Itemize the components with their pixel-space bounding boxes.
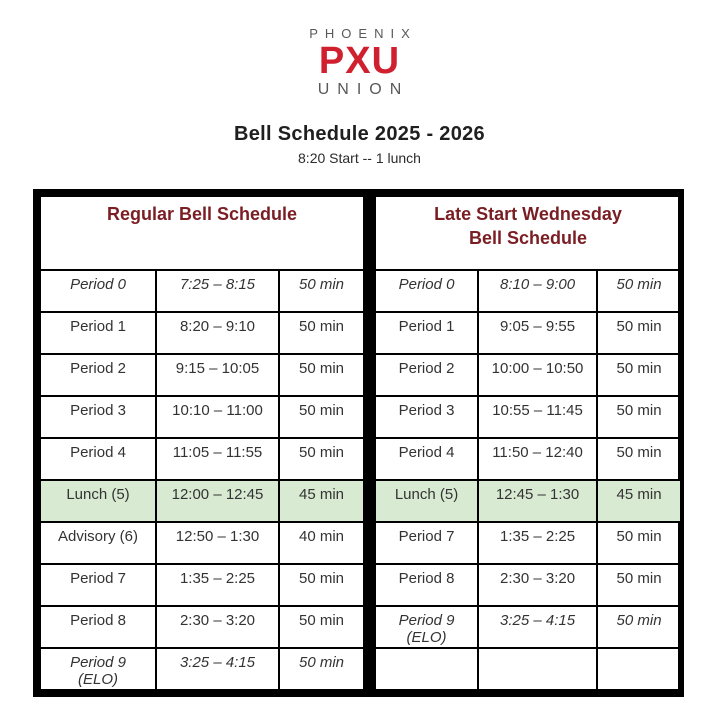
- schedule-row: Period 7 1:35 – 2:25 50 min: [374, 521, 683, 566]
- empty-row: [374, 647, 683, 692]
- pxu-logo: PHOENIX PXU UNION: [0, 0, 719, 98]
- time-cell: 2:30 – 3:20: [477, 563, 599, 608]
- time-cell: 2:30 – 3:20: [155, 605, 280, 650]
- duration-cell: 50 min: [596, 563, 683, 608]
- duration-cell: 50 min: [596, 395, 683, 440]
- schedule-row: Period 2 9:15 – 10:05 50 min: [39, 353, 366, 398]
- duration-cell: 50 min: [277, 353, 366, 398]
- duration-cell: 50 min: [277, 647, 366, 692]
- bell-schedule-tables: Regular Bell Schedule Period 0 7:25 – 8:1…: [33, 189, 684, 698]
- duration-cell: 50 min: [596, 311, 683, 356]
- schedule-row: Period 0 8:10 – 9:00 50 min: [374, 269, 683, 314]
- schedule-row: Advisory (6) 12:50 – 1:30 40 min: [39, 521, 366, 566]
- time-cell: 9:05 – 9:55: [477, 311, 599, 356]
- late-start-schedule-header: Late Start Wednesday Bell Schedule: [374, 195, 683, 272]
- time-cell: 12:50 – 1:30: [155, 521, 280, 566]
- period-cell: [374, 647, 480, 692]
- schedule-row: Lunch (5) 12:00 – 12:45 45 min: [39, 479, 366, 524]
- schedule-row: Period 1 8:20 – 9:10 50 min: [39, 311, 366, 356]
- regular-schedule-header: Regular Bell Schedule: [38, 195, 366, 272]
- schedule-row: Period 7 1:35 – 2:25 50 min: [39, 563, 366, 608]
- time-cell: 10:10 – 11:00: [155, 395, 280, 440]
- late-start-wednesday-table: Late Start Wednesday Bell Schedule Perio…: [374, 195, 683, 692]
- table-header-row: Late Start Wednesday Bell Schedule: [374, 195, 683, 272]
- period-cell: Period 3: [374, 395, 480, 440]
- duration-cell: 45 min: [277, 479, 366, 524]
- period-cell: Period 4: [374, 437, 480, 482]
- time-cell: 7:25 – 8:15: [155, 269, 280, 314]
- period-cell: Period 4: [39, 437, 157, 482]
- time-cell: 1:35 – 2:25: [155, 563, 280, 608]
- period-cell: Advisory (6): [39, 521, 157, 566]
- period-cell: Period 9 (ELO): [39, 647, 157, 692]
- schedule-row: Period 4 11:05 – 11:55 50 min: [39, 437, 366, 482]
- period-cell: Period 1: [374, 311, 480, 356]
- period-cell: Period 7: [374, 521, 480, 566]
- duration-cell: 50 min: [596, 605, 683, 650]
- schedule-row: Period 2 10:00 – 10:50 50 min: [374, 353, 683, 398]
- time-cell: 3:25 – 4:15: [477, 605, 599, 650]
- page-title: Bell Schedule 2025 - 2026: [234, 123, 485, 146]
- duration-cell: 40 min: [277, 521, 366, 566]
- time-cell: 12:00 – 12:45: [155, 479, 280, 524]
- logo-phoenix-text: PHOENIX: [309, 26, 417, 41]
- period-cell: Period 9 (ELO): [374, 605, 480, 650]
- period-cell: Period 8: [374, 563, 480, 608]
- time-cell: 10:00 – 10:50: [477, 353, 599, 398]
- period-cell: Period 7: [39, 563, 157, 608]
- table-divider: [365, 195, 375, 692]
- schedule-row: Period 1 9:05 – 9:55 50 min: [374, 311, 683, 356]
- schedule-row: Period 3 10:55 – 11:45 50 min: [374, 395, 683, 440]
- duration-cell: 50 min: [596, 437, 683, 482]
- period-cell: Lunch (5): [39, 479, 157, 524]
- time-cell: 10:55 – 11:45: [477, 395, 599, 440]
- period-cell: Period 0: [39, 269, 157, 314]
- time-cell: 1:35 – 2:25: [477, 521, 599, 566]
- time-cell: [477, 647, 599, 692]
- regular-bell-schedule-table: Regular Bell Schedule Period 0 7:25 – 8:1…: [38, 195, 366, 692]
- period-cell: Lunch (5): [374, 479, 480, 524]
- duration-cell: 50 min: [277, 437, 366, 482]
- time-cell: 11:50 – 12:40: [477, 437, 599, 482]
- time-cell: 11:05 – 11:55: [155, 437, 280, 482]
- schedule-row: Period 8 2:30 – 3:20 50 min: [374, 563, 683, 608]
- period-cell: Period 0: [374, 269, 480, 314]
- page-subtitle: 8:20 Start -- 1 lunch: [298, 150, 421, 167]
- logo-pxu-text: PXU: [318, 40, 401, 82]
- time-cell: 8:20 – 9:10: [155, 311, 280, 356]
- logo-union-text: UNION: [317, 81, 410, 99]
- duration-cell: 50 min: [596, 269, 683, 314]
- schedule-row: Period 9 (ELO) 3:25 – 4:15 50 min: [374, 605, 683, 650]
- duration-cell: 50 min: [277, 605, 366, 650]
- duration-cell: 50 min: [277, 563, 366, 608]
- time-cell: 3:25 – 4:15: [155, 647, 280, 692]
- duration-cell: 50 min: [596, 521, 683, 566]
- table-header-row: Regular Bell Schedule: [38, 195, 366, 272]
- schedule-row: Period 3 10:10 – 11:00 50 min: [39, 395, 366, 440]
- schedule-row: Period 8 2:30 – 3:20 50 min: [39, 605, 366, 650]
- duration-cell: 45 min: [596, 479, 683, 524]
- schedule-row: Period 4 11:50 – 12:40 50 min: [374, 437, 683, 482]
- time-cell: 9:15 – 10:05: [155, 353, 280, 398]
- schedule-row: Lunch (5) 12:45 – 1:30 45 min: [374, 479, 683, 524]
- duration-cell: 50 min: [277, 395, 366, 440]
- schedule-row: Period 9 (ELO) 3:25 – 4:15 50 min: [39, 647, 366, 692]
- duration-cell: 50 min: [277, 269, 366, 314]
- period-cell: Period 2: [374, 353, 480, 398]
- time-cell: 12:45 – 1:30: [477, 479, 599, 524]
- period-cell: Period 2: [39, 353, 157, 398]
- period-cell: Period 1: [39, 311, 157, 356]
- period-cell: Period 3: [39, 395, 157, 440]
- period-cell: Period 8: [39, 605, 157, 650]
- duration-cell: 50 min: [277, 311, 366, 356]
- duration-cell: [596, 647, 683, 692]
- time-cell: 8:10 – 9:00: [477, 269, 599, 314]
- duration-cell: 50 min: [596, 353, 683, 398]
- schedule-row: Period 0 7:25 – 8:15 50 min: [39, 269, 366, 314]
